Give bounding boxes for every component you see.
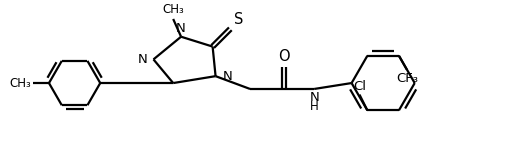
Text: N: N — [222, 70, 232, 83]
Text: S: S — [234, 12, 243, 27]
Text: CH₃: CH₃ — [162, 3, 184, 16]
Text: N: N — [137, 53, 147, 66]
Text: N: N — [176, 22, 186, 35]
Text: H: H — [309, 100, 318, 113]
Text: N: N — [308, 91, 319, 104]
Text: CH₃: CH₃ — [10, 77, 31, 90]
Text: O: O — [277, 49, 289, 64]
Text: CF₃: CF₃ — [395, 71, 417, 85]
Text: Cl: Cl — [352, 80, 365, 93]
